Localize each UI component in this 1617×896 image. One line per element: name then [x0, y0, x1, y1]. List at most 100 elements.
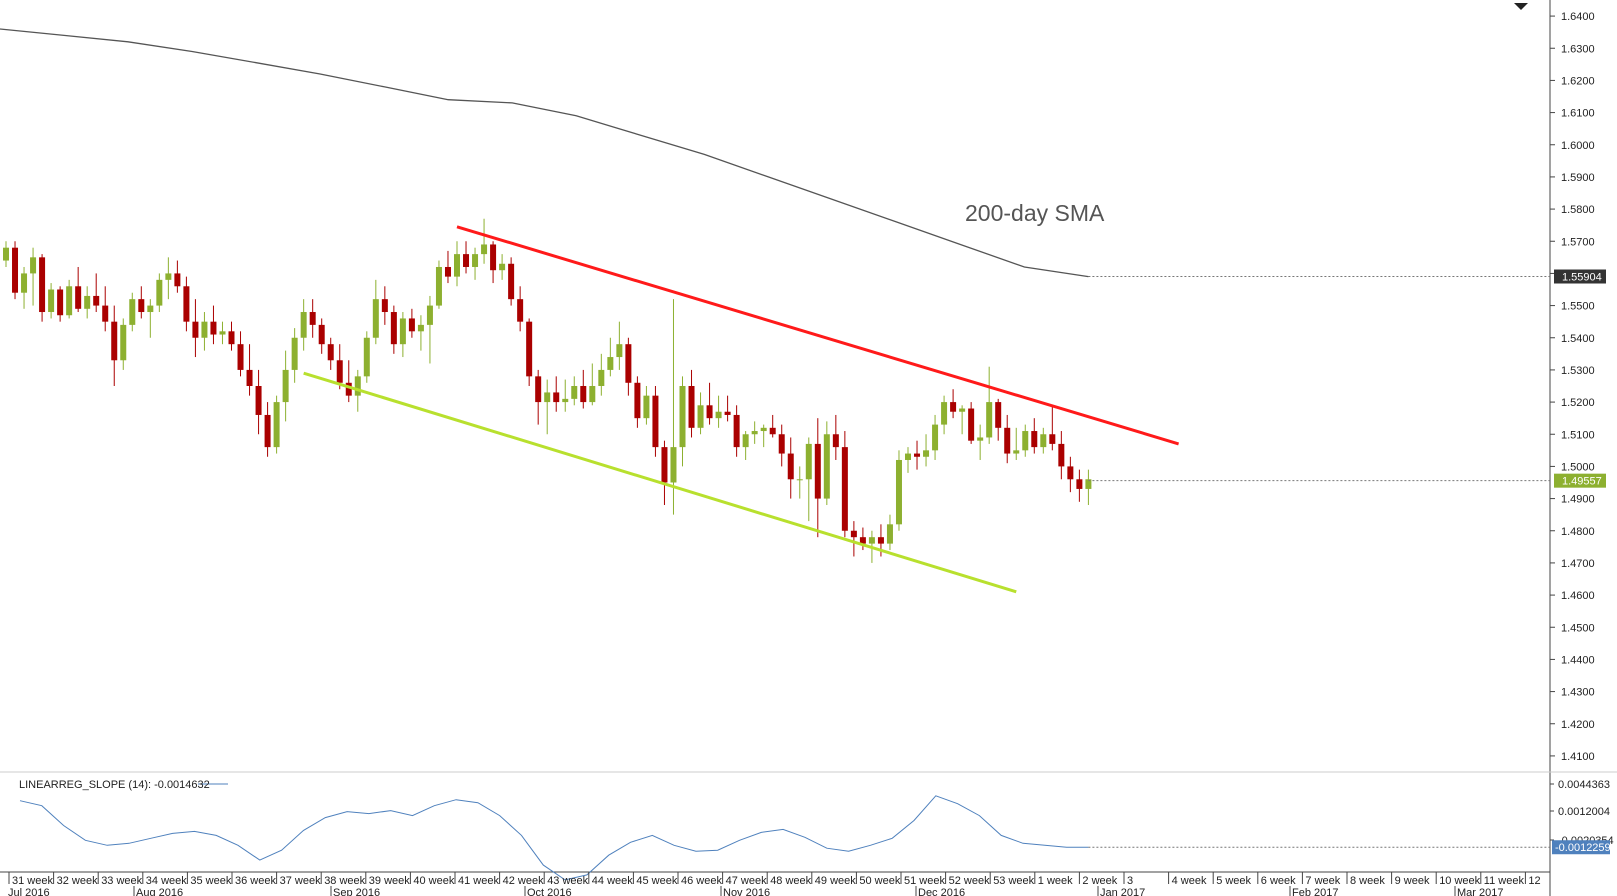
y-tick-label: 1.4300 — [1561, 687, 1595, 699]
week-label: 3 — [1127, 875, 1133, 887]
indicator-last-tag — [1552, 840, 1610, 855]
week-label: 33 week — [101, 875, 142, 887]
candle-body — [39, 257, 46, 313]
week-label: 43 week — [547, 875, 588, 887]
support-line — [303, 371, 1017, 594]
candle-body — [174, 273, 181, 287]
week-label: 52 week — [949, 875, 990, 887]
candle-body — [490, 244, 497, 271]
candle-body — [895, 459, 902, 525]
month-label: Mar 2017 — [1457, 887, 1503, 896]
candle-body — [760, 427, 767, 432]
week-label: 7 week — [1305, 875, 1340, 887]
candle-body — [553, 392, 560, 403]
candle-body — [535, 376, 542, 403]
candle-body — [697, 405, 704, 428]
candle-body — [886, 524, 893, 544]
candle-body — [859, 537, 866, 544]
candle-body — [616, 344, 623, 358]
candle-body — [210, 321, 217, 335]
y-tick-label: 1.5400 — [1561, 333, 1595, 345]
candle-body — [183, 286, 190, 322]
candle-body — [959, 408, 966, 412]
candle-body — [661, 447, 668, 483]
week-label: 35 week — [190, 875, 231, 887]
candle-body — [517, 299, 524, 322]
candle-body — [769, 427, 776, 435]
candle-body — [93, 295, 100, 306]
candle-body — [481, 244, 488, 255]
week-label: 44 week — [592, 875, 633, 887]
candle-body — [724, 411, 731, 415]
month-label: Oct 2016 — [527, 887, 572, 896]
candle-body — [544, 392, 551, 403]
sma-annotation: 200-day SMA — [965, 200, 1105, 226]
y-tick-label: 1.4800 — [1561, 526, 1595, 538]
y-tick-label: 1.5100 — [1561, 429, 1595, 441]
indicator-legend: LINEARREG_SLOPE (14): -0.0014632 — [19, 779, 210, 791]
candle-body — [435, 266, 442, 306]
candle-body — [66, 286, 73, 316]
candle-body — [1031, 431, 1038, 448]
candle-body — [823, 434, 830, 499]
candle-body — [354, 376, 361, 396]
week-label: 49 week — [815, 875, 856, 887]
candle-body — [21, 273, 28, 293]
candle-body — [688, 386, 695, 428]
candle-body — [787, 453, 794, 480]
candle-body — [841, 447, 848, 531]
candle-body — [3, 247, 9, 261]
candle-body — [219, 331, 226, 335]
week-label: 38 week — [324, 875, 365, 887]
week-label: 39 week — [369, 875, 410, 887]
candle-body — [832, 434, 839, 448]
week-label: 51 week — [904, 875, 945, 887]
candle-body — [941, 402, 948, 425]
week-label: 4 week — [1172, 875, 1207, 887]
candle-body — [868, 537, 875, 544]
indicator-tick-label: 0.0012004 — [1558, 806, 1610, 818]
month-label: Jan 2017 — [1100, 887, 1145, 896]
y-tick-label: 1.5200 — [1561, 397, 1595, 409]
y-tick-label: 1.5000 — [1561, 461, 1595, 473]
sma-200-line — [0, 28, 1089, 278]
candle-body — [580, 386, 587, 403]
candle-body — [778, 434, 785, 454]
sma-price-tag — [1554, 269, 1606, 284]
y-tick-label: 1.4700 — [1561, 558, 1595, 570]
candle-body — [742, 434, 749, 448]
candle-body — [246, 369, 253, 386]
candle-body — [508, 263, 515, 300]
candle-body — [986, 402, 993, 438]
y-axis[interactable]: 1.4100 1.4200 1.4300 1.4400 1.4500 1.4600 1.47… — [1550, 11, 1595, 763]
candle-body — [192, 321, 199, 338]
candle-body — [715, 411, 722, 419]
candle-body — [905, 453, 911, 460]
week-label: 8 week — [1350, 875, 1385, 887]
candle-body — [1067, 466, 1074, 480]
candle-body — [12, 247, 19, 293]
y-tick-label: 1.6200 — [1561, 75, 1595, 87]
week-label: 11 week — [1484, 875, 1525, 887]
candle-body — [968, 408, 975, 441]
month-label: Sep 2016 — [333, 887, 380, 896]
week-label: 31 week — [12, 875, 53, 887]
candle-body — [977, 437, 984, 441]
candle-body — [48, 289, 55, 313]
candle-body — [571, 386, 578, 399]
candle-body — [1040, 434, 1047, 448]
scroll-arrow-icon[interactable] — [1514, 3, 1528, 10]
sma-price-label: 1.55904 — [1562, 272, 1602, 284]
candle-body — [300, 312, 307, 338]
candle-body — [345, 382, 352, 396]
y-tick-label: 1.6300 — [1561, 43, 1595, 55]
week-label: 40 week — [413, 875, 454, 887]
candle-body — [390, 312, 397, 345]
candle-body — [57, 289, 64, 316]
candle-body — [408, 318, 415, 332]
y-tick-label: 1.5800 — [1561, 204, 1595, 216]
candle-body — [733, 414, 740, 448]
y-tick-label: 1.5500 — [1561, 301, 1595, 313]
time-axis[interactable]: 31 week 32 week 33 week 34 week 35 week 36 we… — [8, 872, 1541, 896]
candle-body — [995, 402, 1002, 428]
